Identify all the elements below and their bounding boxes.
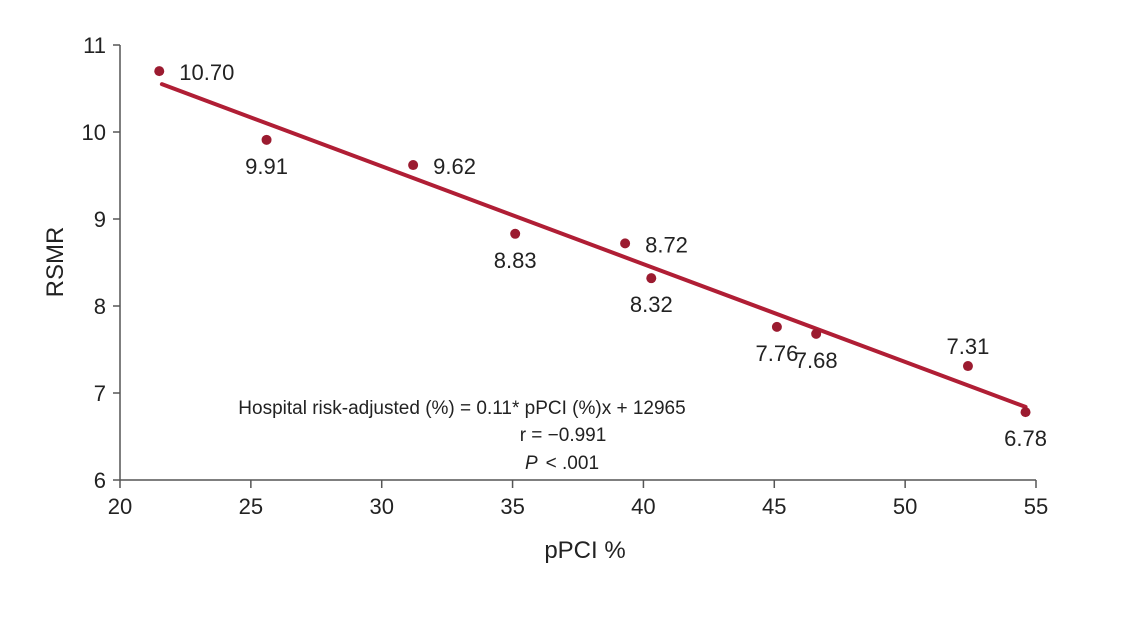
data-label: 7.76 (755, 341, 798, 366)
data-label: 8.32 (630, 292, 673, 317)
data-point (620, 238, 631, 249)
x-tick-label: 40 (631, 494, 655, 519)
data-point (154, 66, 165, 77)
x-axis-ticks: 20 25 30 35 40 45 50 55 (108, 480, 1048, 519)
p-value: < .001 (546, 453, 599, 474)
y-tick-label: 6 (94, 468, 106, 493)
x-tick-label: 55 (1024, 494, 1048, 519)
data-label: 7.31 (947, 334, 990, 359)
data-label: 9.62 (433, 154, 476, 179)
data-point (408, 160, 419, 171)
p-symbol: P (525, 453, 538, 474)
data-point (261, 134, 272, 145)
x-tick-label: 50 (893, 494, 917, 519)
x-axis-title: pPCI % (544, 537, 625, 564)
data-label: 6.78 (1004, 426, 1047, 451)
y-axis-ticks: 6 7 8 9 10 11 (82, 33, 120, 493)
x-tick-label: 35 (500, 494, 524, 519)
data-point (811, 328, 822, 339)
regression-line (159, 82, 1028, 409)
data-labels: 10.70 9.91 9.62 8.83 8.72 8.32 7.767.68 7.31 6.7… (179, 60, 1047, 451)
data-label: 10.70 (179, 60, 234, 85)
x-tick-label: 45 (762, 494, 786, 519)
data-label: 7.68 (795, 348, 838, 373)
data-point (962, 361, 973, 372)
p-value-annotation: P < .001 (525, 453, 599, 474)
data-label: 8.83 (494, 248, 537, 273)
x-tick-label: 20 (108, 494, 132, 519)
x-tick-label: 30 (369, 494, 393, 519)
data-label: 9.91 (245, 154, 288, 179)
data-point (510, 228, 521, 239)
data-points (154, 66, 1031, 418)
regression-equation: Hospital risk-adjusted (%) = 0.11* pPCI … (238, 398, 685, 419)
data-point (771, 321, 782, 332)
data-point (1020, 407, 1031, 418)
y-tick-label: 7 (94, 381, 106, 406)
y-tick-label: 10 (82, 120, 106, 145)
y-tick-label: 9 (94, 207, 106, 232)
y-tick-label: 11 (83, 33, 106, 58)
y-axis-title: RSMR (42, 227, 69, 298)
y-tick-label: 8 (94, 294, 106, 319)
data-point (646, 273, 657, 284)
x-tick-label: 25 (239, 494, 263, 519)
data-label: 8.72 (645, 232, 688, 257)
correlation-coefficient: r = −0.991 (520, 425, 607, 446)
